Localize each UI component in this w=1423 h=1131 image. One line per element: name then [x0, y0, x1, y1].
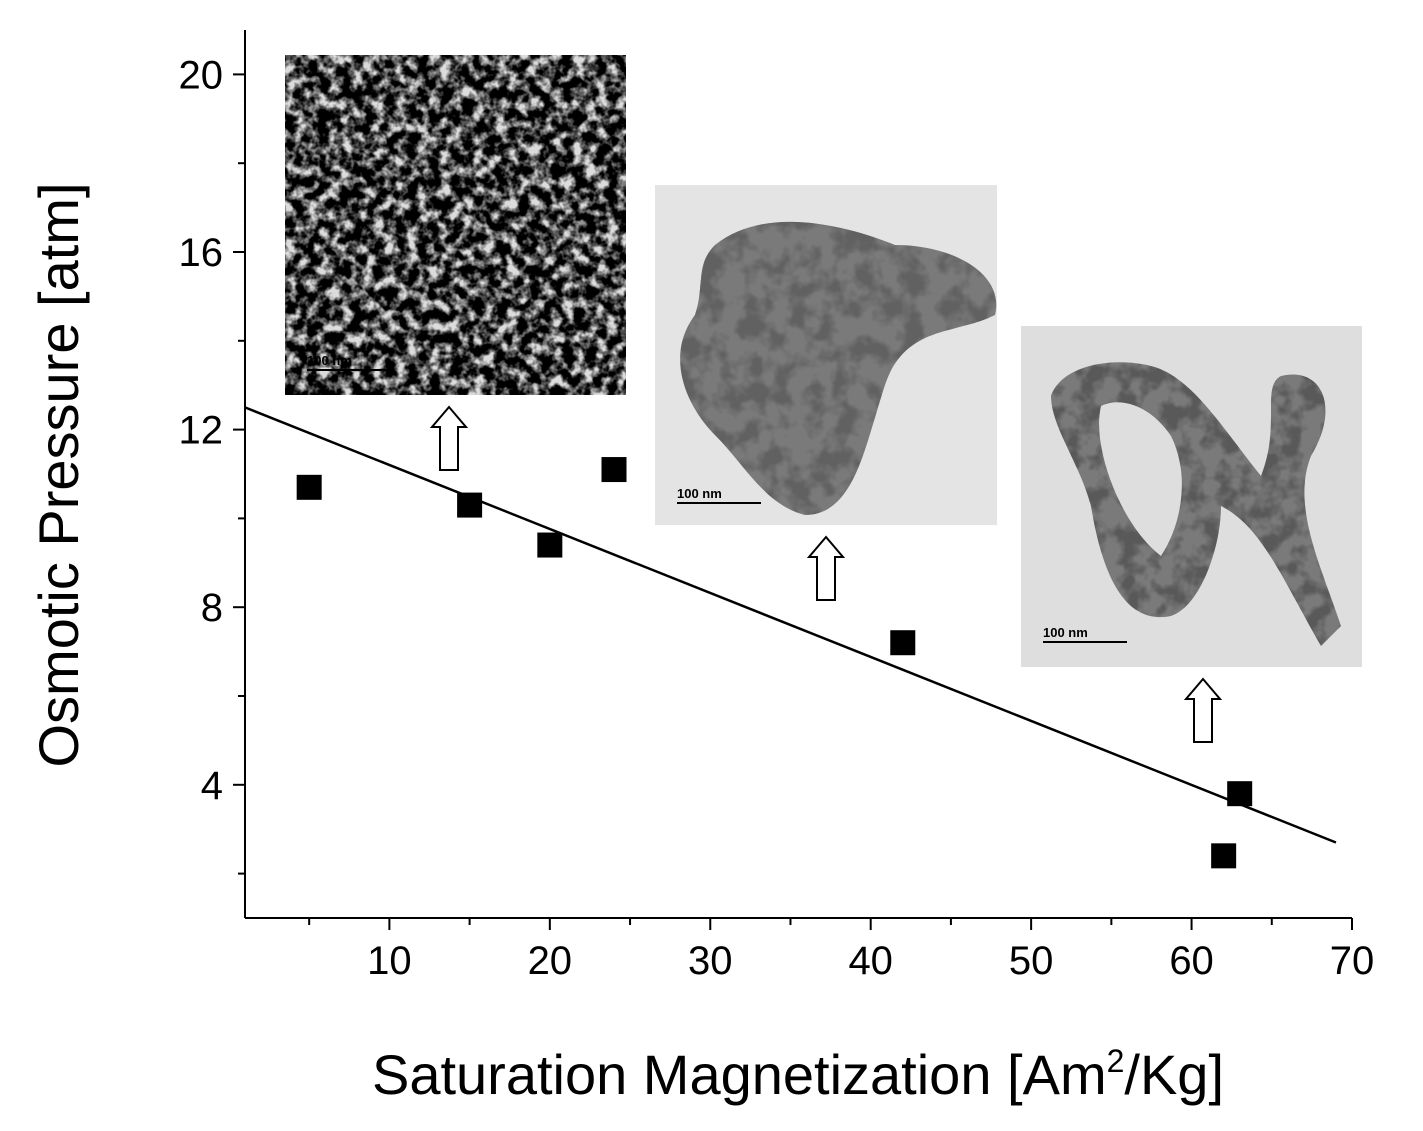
data-point — [890, 630, 916, 656]
x-tick-label: 40 — [848, 939, 893, 983]
arrow-up-icon — [806, 535, 846, 601]
data-point — [537, 532, 563, 558]
data-point — [457, 492, 483, 518]
inset-images: 100 nm 100 nm 100 nm — [285, 55, 1362, 743]
x-tick-label: 50 — [1009, 939, 1054, 983]
x-axis-title-main: Saturation Magnetization [Am — [372, 1043, 1107, 1106]
x-tick-label: 10 — [367, 939, 412, 983]
axes: 10 20 30 40 50 60 70 4 8 12 16 20 — [179, 30, 1375, 983]
plot-area — [244, 406, 1337, 869]
scale-bar-label: 100 nm — [677, 486, 722, 501]
y-tick-label: 4 — [201, 764, 223, 808]
arrow-up-icon — [429, 405, 469, 471]
scale-bar-label: 100 nm — [1043, 625, 1088, 640]
x-tick-label: 70 — [1330, 939, 1375, 983]
data-point — [601, 457, 627, 483]
particle-texture — [285, 55, 626, 395]
x-axis-title: Saturation Magnetization [Am2/Kg] — [372, 1043, 1224, 1106]
y-tick-label: 12 — [179, 409, 224, 453]
x-axis-title-superscript: 2 — [1107, 1043, 1125, 1079]
x-tick-label: 30 — [688, 939, 733, 983]
scale-bar-label: 100 nm — [307, 353, 352, 368]
tem-inset-1: 100 nm — [285, 55, 626, 395]
tem-inset-2: 100 nm — [655, 185, 997, 525]
data-point — [1211, 843, 1237, 869]
tem-inset-3: 100 nm — [1021, 326, 1362, 667]
data-point — [296, 474, 322, 500]
y-tick-label: 8 — [201, 586, 223, 630]
x-tick-label: 60 — [1169, 939, 1214, 983]
x-axis-title-suffix: /Kg] — [1124, 1043, 1224, 1106]
data-point — [1227, 781, 1253, 807]
y-tick-label: 20 — [179, 53, 224, 97]
linear-fit-line — [244, 406, 1337, 844]
y-axis-title: Osmotic Pressure [atm] — [27, 182, 90, 767]
x-tick-label: 20 — [528, 939, 573, 983]
y-tick-label: 16 — [179, 231, 224, 275]
arrow-up-icon — [1183, 677, 1223, 743]
